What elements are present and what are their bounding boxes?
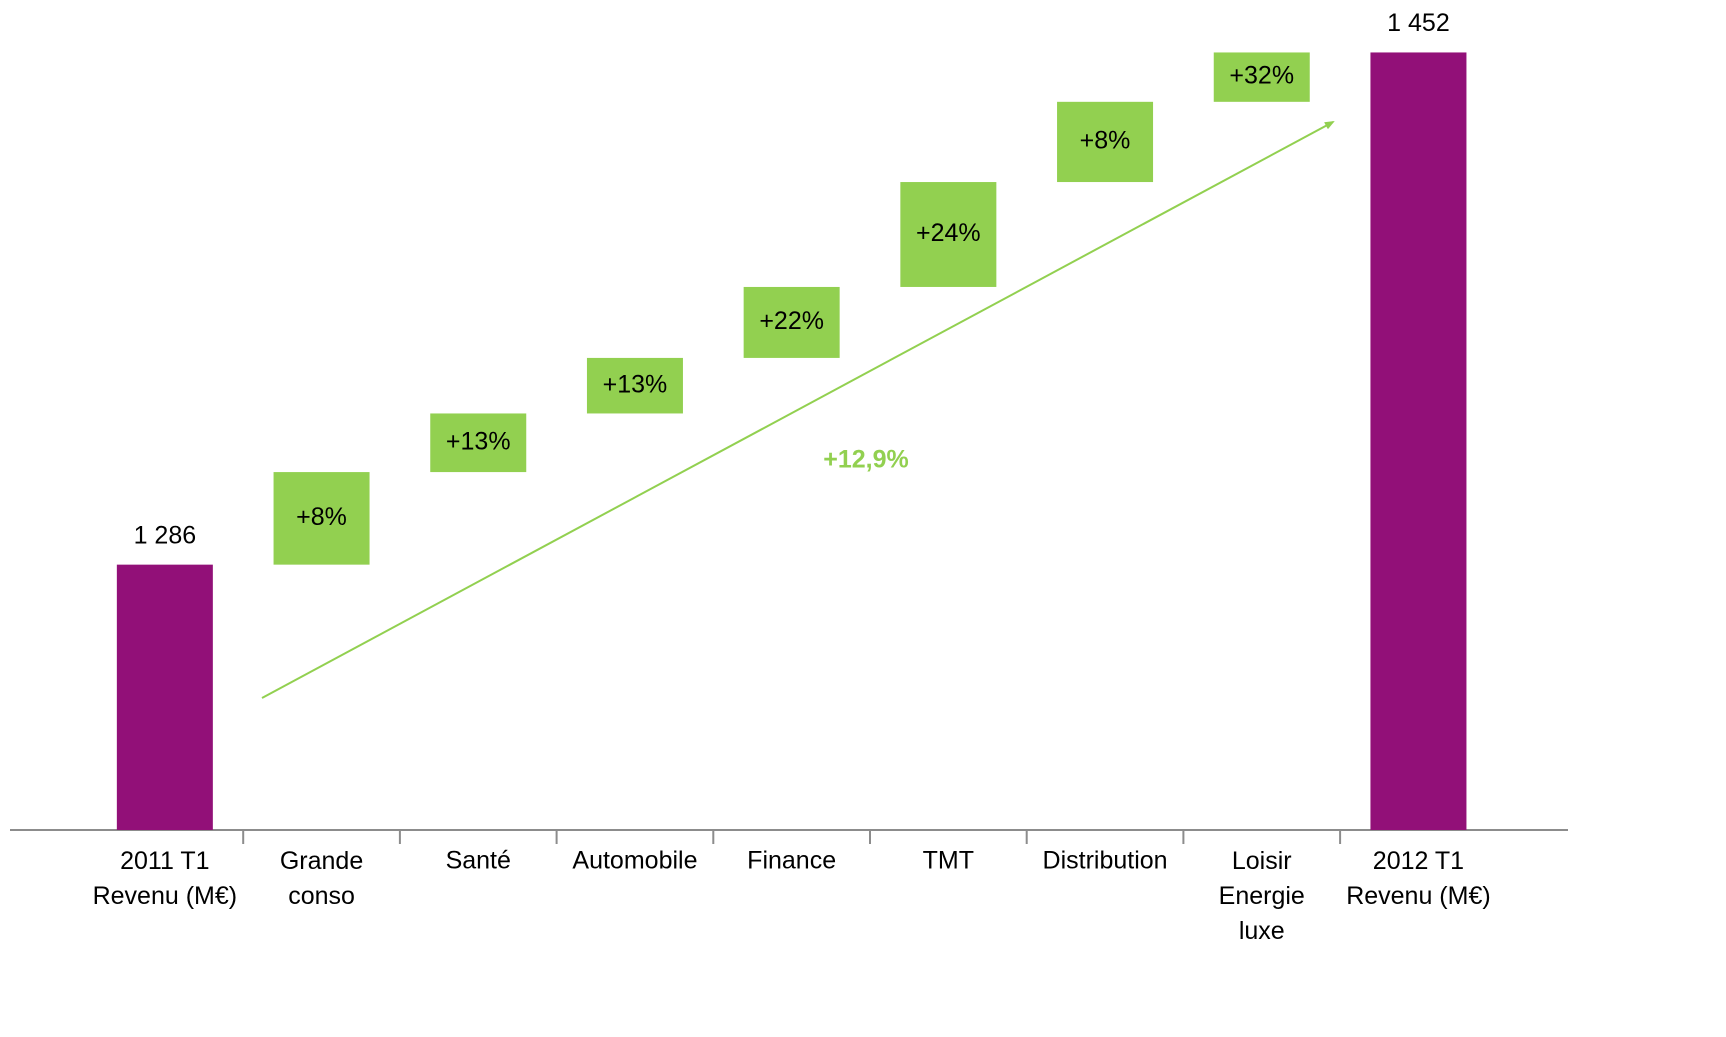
growth-label: +13% bbox=[446, 427, 511, 455]
growth-label: +13% bbox=[603, 370, 668, 398]
value-label: 1 286 bbox=[134, 521, 197, 549]
total-bar bbox=[1370, 52, 1467, 830]
trend-label: +12,9% bbox=[823, 446, 909, 474]
trend-arrow bbox=[261, 121, 1335, 699]
growth-label: +24% bbox=[916, 219, 981, 247]
step-box bbox=[586, 357, 683, 414]
x-tick-label: TMT bbox=[923, 847, 974, 875]
x-tick-label: Grande conso bbox=[280, 847, 363, 910]
x-tick-label: Santé bbox=[446, 847, 511, 875]
step-box bbox=[1057, 101, 1154, 183]
x-tick-label: 2012 T1 Revenu (M€) bbox=[1346, 847, 1491, 910]
growth-label: +32% bbox=[1229, 62, 1294, 90]
x-tick-label: Automobile bbox=[572, 847, 697, 875]
growth-label: +8% bbox=[1080, 127, 1131, 155]
step-box bbox=[273, 472, 370, 565]
step-box bbox=[743, 286, 840, 358]
step-box bbox=[1213, 52, 1310, 102]
x-tick-label: Distribution bbox=[1043, 847, 1168, 875]
total-bar bbox=[116, 564, 213, 830]
step-box bbox=[900, 182, 997, 287]
value-label: 1 452 bbox=[1387, 9, 1450, 37]
growth-label: +22% bbox=[759, 307, 824, 335]
step-box bbox=[430, 413, 527, 473]
x-tick-label: Finance bbox=[747, 847, 836, 875]
x-tick-label: 2011 T1 Revenu (M€) bbox=[93, 847, 238, 910]
growth-label: +8% bbox=[296, 503, 347, 531]
x-tick-label: Loisir Energie luxe bbox=[1219, 847, 1305, 945]
